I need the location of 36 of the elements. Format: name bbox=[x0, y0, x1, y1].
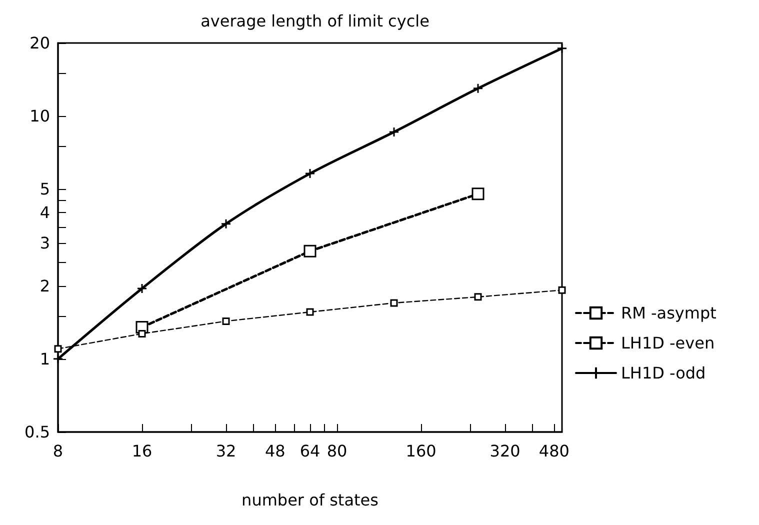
y-tick-label: 10 bbox=[30, 106, 50, 126]
point bbox=[136, 283, 148, 294]
point bbox=[304, 168, 316, 179]
x-tick-label: 16 bbox=[132, 442, 152, 460]
point bbox=[222, 317, 230, 325]
y-tick-label: 3 bbox=[40, 234, 50, 253]
x-tick-label: 32 bbox=[216, 442, 236, 460]
point bbox=[390, 299, 398, 307]
legend-label: RM -asympt bbox=[621, 304, 716, 322]
x-tick-label: 160 bbox=[406, 442, 436, 460]
x-tick-label: 64 bbox=[300, 442, 320, 460]
y-tick-label: 2 bbox=[40, 276, 50, 296]
point bbox=[306, 308, 314, 316]
point bbox=[556, 43, 568, 54]
point bbox=[474, 293, 482, 301]
y-tick-label: 5 bbox=[40, 180, 50, 199]
point bbox=[558, 286, 566, 294]
x-tick-label: 8 bbox=[52, 442, 64, 460]
point bbox=[54, 345, 62, 353]
x-tick-label: 80 bbox=[326, 442, 348, 460]
y-tick-label: 1 bbox=[40, 349, 50, 368]
point bbox=[220, 218, 232, 230]
y-tick-label: 4 bbox=[40, 203, 50, 222]
point bbox=[138, 330, 146, 338]
x-axis-title: number of states bbox=[242, 490, 378, 510]
x-tick-label: 48 bbox=[264, 442, 286, 460]
y-tick-label: 20 bbox=[30, 34, 50, 52]
chart-title: average length of limit cycle bbox=[200, 12, 430, 30]
point bbox=[472, 83, 484, 94]
x-tick-label: 480 bbox=[538, 442, 570, 460]
legend-label: LH1D -even bbox=[621, 334, 715, 352]
point bbox=[388, 126, 400, 138]
x-tick-label: 320 bbox=[490, 442, 520, 460]
legend-label: LH1D -odd bbox=[621, 364, 706, 382]
point bbox=[52, 354, 64, 364]
y-tick-label: 0.5 bbox=[24, 422, 50, 442]
